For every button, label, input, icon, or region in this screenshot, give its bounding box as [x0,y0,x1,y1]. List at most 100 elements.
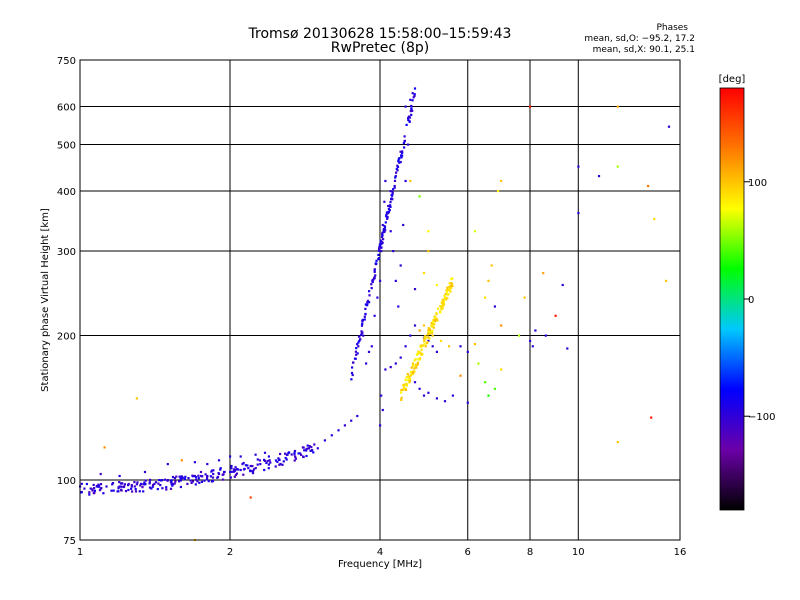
trace-point [394,187,396,189]
data-point [432,335,434,337]
trace-point [139,484,141,486]
data-point [407,144,409,146]
data-point [187,477,189,479]
trace-point [364,313,366,315]
data-point [474,230,476,232]
data-point [529,106,531,108]
trace-point [384,226,386,228]
data-point [617,441,619,443]
trace-point [195,476,197,478]
trace-point [136,481,138,483]
trace-point [410,371,412,373]
trace-point [414,93,416,95]
trace-point [378,247,380,249]
trace-point [93,484,95,486]
data-point [395,362,397,364]
y-tick-label: 600 [57,103,76,114]
trace-point [264,460,266,462]
trace-point [310,446,312,448]
trace-point [88,491,90,493]
trace-point [133,481,135,483]
trace-point [361,323,363,325]
trace-point [201,481,203,483]
trace-point [93,487,95,489]
trace-point [244,468,246,470]
trace-point [230,467,232,469]
trace-point [420,346,422,348]
trace-point [208,480,210,482]
trace-point [86,483,88,485]
trace-point [212,469,214,471]
colorbar-label: [deg] [719,74,746,85]
trace-point [388,211,390,213]
trace-point [401,397,403,399]
trace-point [165,488,167,490]
data-point [484,381,486,383]
x-tick-label: 4 [377,547,383,558]
trace-point [405,379,407,381]
data-point [229,455,231,457]
trace-point [400,392,402,394]
data-point [409,180,411,182]
trace-point [412,362,414,364]
trace-point [294,456,296,458]
trace-point [293,452,295,454]
trace-point [429,331,431,333]
x-tick-label: 1 [77,547,83,558]
trace-point [418,351,420,353]
trace-point [233,471,235,473]
data-point [427,392,429,394]
data-point [459,345,461,347]
colorbar-tick-label: 100 [748,178,767,189]
data-point [617,166,619,168]
data-point [412,92,414,94]
data-point [474,343,476,345]
data-point [577,166,579,168]
trace-point [117,490,119,492]
trace-point [300,454,302,456]
trace-point [171,479,173,481]
trace-point [210,471,212,473]
trace-point [102,492,104,494]
data-point [484,297,486,299]
data-point [405,345,407,347]
trace-point [279,463,281,465]
trace-point [145,479,147,481]
trace-point [385,221,387,223]
trace-point [245,464,247,466]
trace-point [139,490,141,492]
trace-point [257,458,259,460]
data-point [668,126,670,128]
trace-point [374,268,376,270]
data-point [376,297,378,299]
data-point [650,417,652,419]
trace-point [404,140,406,142]
trace-point [196,480,198,482]
trace-point [400,156,402,158]
trace-point [442,300,444,302]
data-point [402,224,404,226]
trace-point [391,195,393,197]
data-point [136,483,138,485]
trace-point [409,121,411,123]
trace-point [252,472,254,474]
data-point [384,368,386,370]
trace-point [392,191,394,193]
trace-point [368,290,370,292]
data-point [500,368,502,370]
trace-point [365,303,367,305]
trace-point [170,488,172,490]
x-tick-label: 6 [465,547,471,558]
x-axis-label: Frequency [MHz] [338,559,422,570]
trace-point [283,460,285,462]
x-axis-ticks: 1 2 4 6 8 10 16 [77,547,687,558]
grid-lines [80,60,680,540]
trace-point [449,290,451,292]
y-tick-label: 200 [57,332,76,343]
y-tick-label: 75 [63,536,76,547]
trace-point [367,300,369,302]
data-point [362,335,364,337]
trace-point [368,294,370,296]
colorbar [720,88,744,510]
trace-point [141,486,143,488]
